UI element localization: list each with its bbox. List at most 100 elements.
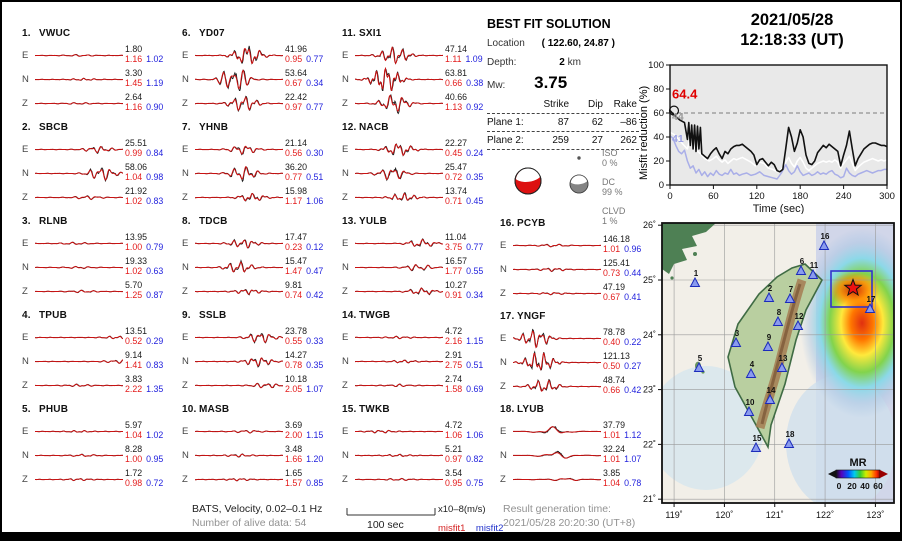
depth-row: Depth: 2 km <box>487 57 581 68</box>
misfit2-value: 0.35 <box>306 360 324 370</box>
component-label: N <box>342 167 349 179</box>
misfit1-value: 0.50 <box>603 361 621 371</box>
station-block-SXI1: 11. SXI1 E 47.14 1.11 1.09 N 63.81 0.66 0.38 Z 40.6… <box>342 28 498 115</box>
station-header: 10. MASB <box>182 404 230 415</box>
svg-text:14: 14 <box>767 386 776 395</box>
plane2-dip: 27 <box>591 135 603 146</box>
clvd-value: 1 % <box>602 216 618 226</box>
trace-row-YNGF-E: E 78.78 0.40 0.22 <box>500 326 656 350</box>
component-label: Z <box>182 379 188 391</box>
component-label: N <box>22 167 29 179</box>
component-label: N <box>342 355 349 367</box>
waveform-trace <box>195 382 283 389</box>
trace-values: 9.81 0.74 0.42 <box>285 280 337 301</box>
component-label: Z <box>22 191 28 203</box>
trace-values: 32.24 1.01 1.07 <box>603 444 655 465</box>
amplitude-value: 5.21 <box>445 444 463 455</box>
amplitude-value: 11.04 <box>445 232 467 243</box>
trace-row-SSLB-Z: Z 10.18 2.05 1.07 <box>182 373 338 397</box>
iso-label: ISO <box>602 148 618 158</box>
misfit1-value: 0.55 <box>285 336 303 346</box>
amplitude-value: 37.79 <box>603 420 626 431</box>
component-label: N <box>182 73 189 85</box>
station-block-SBCB: 2. SBCB E 25.51 0.99 0.84 N 58.06 1.04 0.98 Z 21.92… <box>22 122 178 209</box>
svg-text:122˚: 122˚ <box>816 510 834 520</box>
waveform-trace <box>195 145 283 156</box>
station-header: 17. YNGF <box>500 311 546 322</box>
component-label: N <box>342 73 349 85</box>
station-block-TWGB: 14. TWGB E 4.72 2.16 1.15 N 2.91 2.75 0.51 Z 2.74 1.… <box>342 310 498 397</box>
waveform-trace <box>355 67 443 91</box>
svg-text:2: 2 <box>768 284 773 293</box>
depth-unit: km <box>567 57 581 68</box>
svg-text:40: 40 <box>653 132 664 143</box>
svg-text:9: 9 <box>767 333 772 342</box>
amplitude-value: 23.78 <box>285 326 308 337</box>
plane2-label: Plane 2: <box>487 135 524 146</box>
misfit2-value: 0.90 <box>146 102 164 112</box>
misfit2-value: 0.83 <box>146 196 164 206</box>
misfit2-value: 0.92 <box>466 102 484 112</box>
svg-text:60: 60 <box>653 108 664 119</box>
component-label: N <box>182 449 189 461</box>
trace-values: 21.14 0.56 0.30 <box>285 138 337 159</box>
misfit1-value: 2.00 <box>285 430 303 440</box>
location-value: ( 122.60, 24.87 ) <box>541 38 615 49</box>
amplitude-value: 13.95 <box>125 232 148 243</box>
origin-date: 2021/05/28 <box>750 11 834 29</box>
station-header: 9. SSLB <box>182 310 227 321</box>
misfit2-value: 0.96 <box>624 244 642 254</box>
waveform-trace <box>355 287 443 296</box>
component-label: N <box>342 261 349 273</box>
svg-text:1: 1 <box>694 269 699 278</box>
trace-row-PCYB-Z: Z 47.19 0.67 0.41 <box>500 281 656 305</box>
misfit1-value: 1.00 <box>125 454 143 464</box>
misfit1-value: 1.58 <box>445 384 463 394</box>
plane2-row: Plane 2: 259 27 262 <box>487 132 639 150</box>
amplitude-value: 22.42 <box>285 92 308 103</box>
misfit1-value: 1.00 <box>125 242 143 252</box>
svg-text:16: 16 <box>821 232 830 241</box>
location-row: Location ( 122.60, 24.87 ) <box>487 38 615 49</box>
plane1-rake: –86 <box>620 117 637 128</box>
misfit1-value: 1.01 <box>603 244 621 254</box>
waveform-trace <box>513 292 601 296</box>
svg-text:Time (sec): Time (sec) <box>753 203 805 214</box>
map-station-3: 3 <box>730 329 742 347</box>
trace-values: 1.80 1.16 1.02 <box>125 44 177 65</box>
station-header: 2. SBCB <box>22 122 69 133</box>
map-station-8: 8 <box>772 308 784 326</box>
trace-row-TDCB-E: E 17.47 0.23 0.12 <box>182 231 338 255</box>
trace-row-YD07-N: N 53.64 0.67 0.34 <box>182 67 338 91</box>
component-label: N <box>500 449 507 461</box>
svg-text:21˚: 21˚ <box>643 494 656 504</box>
clvd-item: CLVD 1 % <box>602 206 647 226</box>
svg-text:8: 8 <box>777 308 782 317</box>
misfit1-value: 2.05 <box>285 384 303 394</box>
misfit2-value: 1.09 <box>465 54 483 64</box>
trace-row-TPUB-Z: Z 3.83 2.22 1.35 <box>22 373 178 397</box>
amplitude-value: 1.80 <box>125 44 143 55</box>
amplitude-value: 9.14 <box>125 350 143 361</box>
component-label: Z <box>182 285 188 297</box>
svg-text:20: 20 <box>847 481 857 491</box>
misfit2-value: 1.02 <box>146 54 164 64</box>
trace-row-TDCB-Z: Z 9.81 0.74 0.42 <box>182 279 338 303</box>
svg-text:22˚: 22˚ <box>643 439 656 449</box>
waveform-trace <box>513 477 601 482</box>
trace-values: 58.06 1.04 0.98 <box>125 162 177 183</box>
amplitude-value: 3.48 <box>285 444 303 455</box>
waveform-trace <box>355 359 443 364</box>
trace-values: 8.28 1.00 0.95 <box>125 444 177 465</box>
beachball-main-icon <box>514 167 542 195</box>
trace-values: 4.72 1.06 1.06 <box>445 420 497 441</box>
trace-row-YHNB-Z: Z 15.98 1.17 1.06 <box>182 185 338 209</box>
svg-text:12: 12 <box>795 312 804 321</box>
svg-text:120˚: 120˚ <box>715 510 733 520</box>
trace-values: 3.54 0.95 0.75 <box>445 468 497 489</box>
trace-values: 3.83 2.22 1.35 <box>125 374 177 395</box>
waveform-trace <box>513 426 601 434</box>
waveform-trace <box>355 192 443 202</box>
svg-text:121˚: 121˚ <box>766 510 784 520</box>
